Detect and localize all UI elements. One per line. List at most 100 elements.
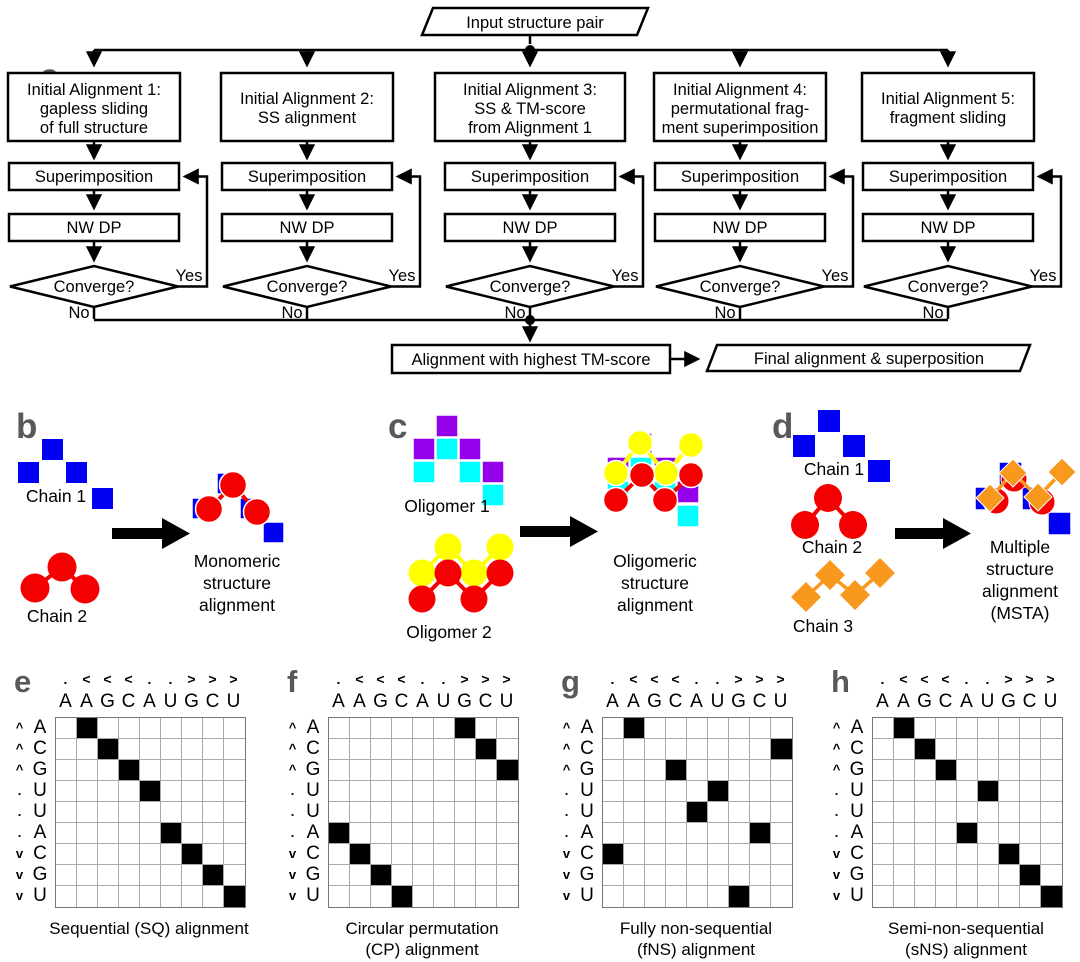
row-label: A (850, 822, 864, 843)
matrix-cell (371, 739, 392, 760)
matrix-cell (329, 781, 350, 802)
column-label: U (499, 691, 514, 712)
matrix-cell (624, 739, 645, 760)
chain2-label: Chain 2 (802, 537, 862, 557)
column-symbol: . (715, 671, 720, 687)
column-label: U (163, 691, 178, 712)
chain2-circle (791, 511, 819, 539)
aligned-cell (1020, 865, 1041, 886)
arrow-shaft (112, 528, 164, 539)
matrix-cell (119, 781, 140, 802)
row-symbol: . (564, 804, 569, 819)
matrix-cell (729, 781, 750, 802)
msta-overlay (974, 457, 1077, 536)
matrix-cell (999, 718, 1020, 739)
matrix-cell (476, 865, 497, 886)
matrix-cell (771, 781, 792, 802)
row-symbol: v (15, 846, 24, 861)
yes-loop-line (178, 168, 209, 288)
aligned-cell (329, 823, 350, 844)
matrix-cell (56, 865, 77, 886)
row-label: U (33, 801, 47, 822)
arrow-head (570, 516, 598, 547)
matrix-cell (645, 781, 666, 802)
matrix-cell (771, 718, 792, 739)
chain2-circle (814, 484, 842, 512)
matrix-cell (161, 760, 182, 781)
row-label: U (850, 780, 864, 801)
matrix-cell (873, 760, 894, 781)
row-label: U (580, 801, 594, 822)
oligomeric-overlay (602, 429, 705, 528)
initial-box-4-line: permutational frag- (671, 100, 810, 118)
row-symbol: v (832, 846, 841, 861)
row-label: G (579, 864, 595, 885)
row-symbol: . (290, 804, 295, 819)
row-symbol: v (288, 867, 297, 882)
matrix-cell (203, 718, 224, 739)
matrix-caption: Sequential (SQ) alignment (49, 918, 248, 939)
matrix-cell (729, 844, 750, 865)
final-label: Final alignment & superposition (754, 350, 984, 368)
matrix-cell (666, 865, 687, 886)
aligned-cell (771, 739, 792, 760)
oligomer1-cyan-square (458, 460, 482, 484)
column-symbol: . (964, 671, 969, 687)
nwdp-label: NW DP (67, 219, 122, 237)
matrix-cell (119, 739, 140, 760)
column-label: C (478, 691, 493, 712)
column-label: C (121, 691, 136, 712)
row-symbol: ^ (288, 720, 297, 735)
matrix-cell (873, 802, 894, 823)
oligomer2-yellow-link (420, 544, 502, 576)
matrix-cell (497, 823, 518, 844)
matrix-cell (350, 823, 371, 844)
oligomer2-red-circle (460, 585, 488, 613)
column-label: C (394, 691, 409, 712)
matrix-cell (603, 865, 624, 886)
matrix-cell (957, 802, 978, 823)
matrix-caption: Fully non-sequential (fNS) alignment (620, 918, 772, 960)
matrix-cell (98, 844, 119, 865)
matrix-cell (497, 844, 518, 865)
overlay-cyan-square (676, 504, 700, 528)
oligomer2-red-link (420, 570, 502, 602)
aligned-cell (497, 760, 518, 781)
tm-score-label: Alignment with highest TM-score (411, 351, 650, 369)
chain3-diamond (865, 558, 895, 588)
matrix-cell (1041, 844, 1062, 865)
matrix-cell (915, 760, 936, 781)
matrix-cell (750, 739, 771, 760)
overlay-circle (218, 470, 248, 500)
matrix-cell (894, 865, 915, 886)
chain1-square (868, 460, 890, 482)
matrix-cell (203, 886, 224, 907)
matrix-cell (98, 865, 119, 886)
initial-box-2-line: Initial Alignment 2: (240, 90, 374, 108)
matrix-cell (873, 886, 894, 907)
matrix-cell (1041, 760, 1062, 781)
yes-loop-line (824, 168, 855, 288)
matrix-cell (603, 718, 624, 739)
aligned-cell (140, 781, 161, 802)
initial-box-5-line: fragment sliding (890, 109, 1006, 127)
matrix-cell (329, 718, 350, 739)
alignment-matrix (872, 717, 1063, 908)
matrix-cell (140, 865, 161, 886)
overlay-circle (242, 497, 272, 527)
matrix-cell (455, 844, 476, 865)
matrix-cell (771, 760, 792, 781)
matrix-caption-line: Semi-non-sequential (888, 919, 1044, 938)
column-label: G (917, 691, 932, 712)
matrix-cell (371, 844, 392, 865)
column-label: A (332, 691, 345, 712)
matrix-cell (708, 739, 729, 760)
column-label: U (1043, 691, 1058, 712)
matrix-cell (645, 802, 666, 823)
matrix-cell (666, 781, 687, 802)
matrix-cell (750, 781, 771, 802)
matrix-cell (329, 760, 350, 781)
arrow-c (520, 516, 598, 547)
column-symbol: . (880, 671, 885, 687)
